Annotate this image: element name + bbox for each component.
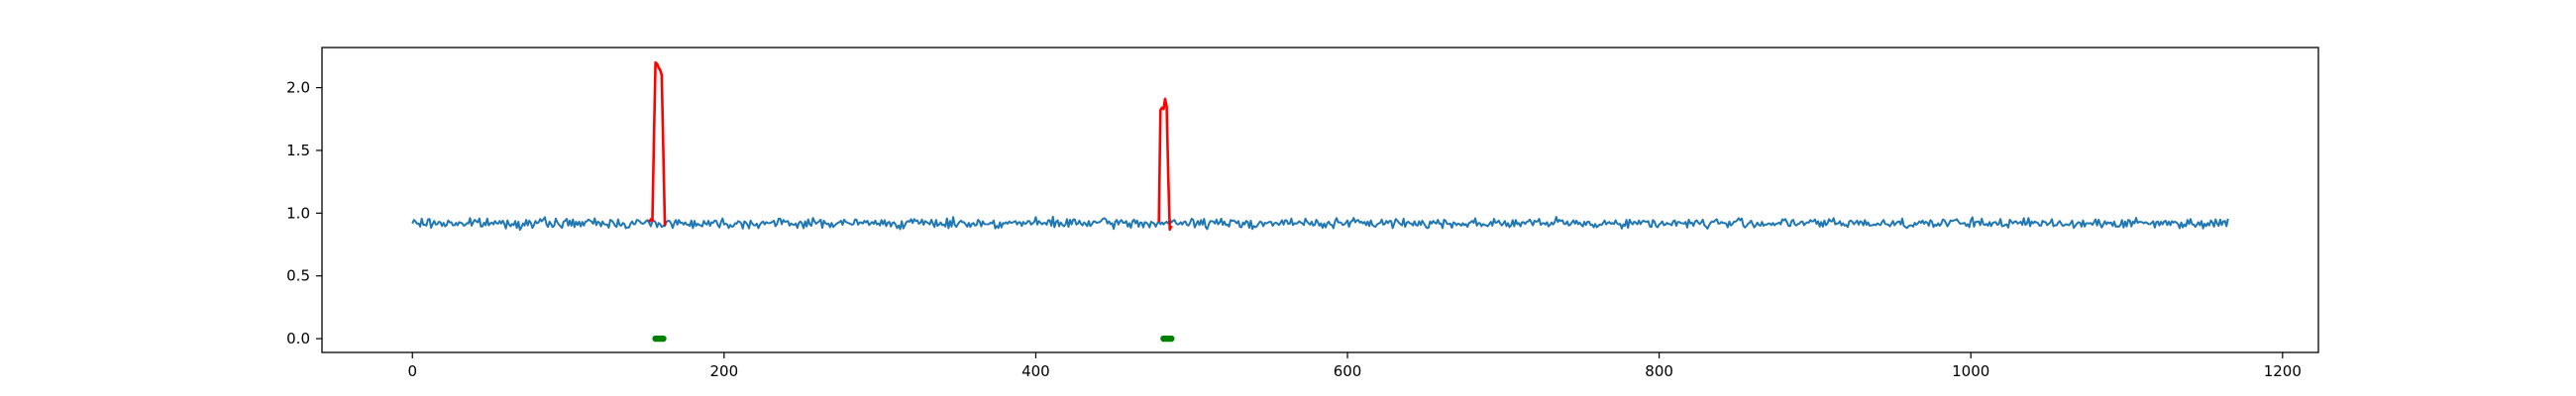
y-tick-label: 1.0 [286, 204, 310, 222]
x-tick-label: 800 [1645, 362, 1673, 380]
axes-frame [321, 47, 2319, 353]
y-tick-label: 2.0 [286, 79, 310, 97]
marker-point-4-5 [1168, 335, 1175, 343]
x-axis: 0 200 400 600 800 1000 1200 [407, 352, 2302, 380]
y-tick-label: 0.0 [286, 330, 310, 347]
plot-area [411, 60, 2229, 343]
y-tick-label: 1.5 [286, 142, 310, 159]
x-tick-label: 0 [407, 362, 417, 380]
y-axis: 0.0 0.5 1.0 1.5 2.0 [286, 79, 322, 347]
x-tick-label: 1200 [2264, 362, 2302, 380]
signal-series-line [411, 215, 2229, 232]
y-tick-label: 0.5 [286, 267, 310, 285]
x-tick-label: 1000 [1952, 362, 1989, 380]
x-tick-label: 200 [710, 362, 739, 380]
anomaly-segment-2 [1157, 97, 1173, 232]
anomaly-segment-1 [648, 60, 667, 227]
x-tick-label: 600 [1334, 362, 1362, 380]
marker-point-3-5 [660, 335, 667, 343]
x-tick-label: 400 [1021, 362, 1050, 380]
